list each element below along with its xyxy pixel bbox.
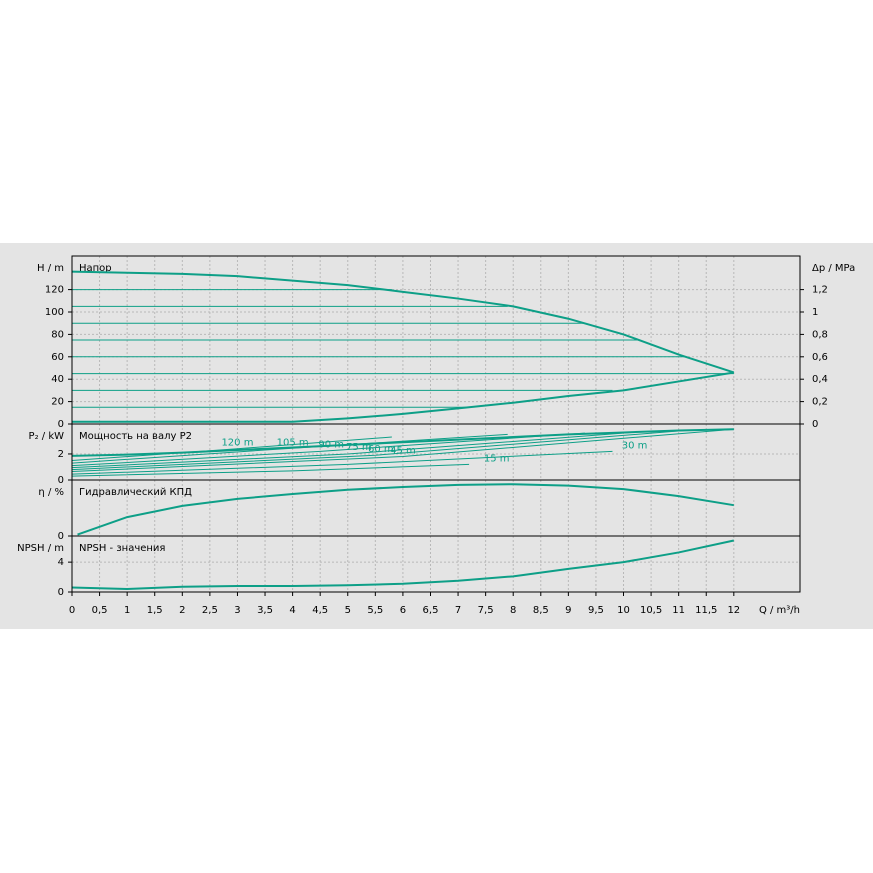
curve-label: 15 m — [484, 453, 510, 464]
y-tick-label: 40 — [51, 374, 64, 385]
x-tick-label: 5 — [345, 605, 351, 616]
y-tick-label: 2 — [58, 449, 64, 460]
y-axis-label: H / m — [37, 263, 64, 274]
x-tick-label: 6 — [400, 605, 406, 616]
y-axis-label: NPSH / m — [17, 543, 64, 554]
chart-background — [0, 243, 873, 629]
curve — [71, 436, 392, 461]
x-tick-label: 2,5 — [202, 605, 218, 616]
x-tick-label: 7 — [455, 605, 461, 616]
x-tick-label: 10,5 — [640, 605, 662, 616]
panel-title: NPSH - значения — [79, 543, 165, 554]
curve — [71, 270, 735, 374]
curve-label: 90 m — [318, 440, 344, 451]
y2-axis-label: Δp / MPa — [812, 263, 855, 274]
y-tick-label: 120 — [45, 285, 64, 296]
curve — [71, 430, 685, 471]
y2-tick-label: 1,2 — [812, 285, 828, 296]
curve — [71, 431, 641, 469]
curve — [71, 428, 734, 473]
curve-label: 75 m — [346, 442, 372, 453]
curve-label: 45 m — [390, 446, 416, 457]
curve — [71, 433, 508, 464]
panel-title: Гидравлический КПД — [79, 487, 192, 498]
y-tick-label: 100 — [45, 307, 64, 318]
panel-border — [71, 535, 801, 593]
x-tick-label: 5,5 — [367, 605, 383, 616]
x-tick-label: 11 — [672, 605, 685, 616]
curve — [71, 432, 585, 467]
x-tick-label: 10 — [617, 605, 630, 616]
curve-label: 105 m — [277, 437, 309, 448]
y-tick-label: 4 — [58, 557, 64, 568]
curve-label: 60 m — [368, 444, 394, 455]
x-tick-label: 9,5 — [588, 605, 604, 616]
x-tick-label: 11,5 — [695, 605, 717, 616]
y-axis-label: P₂ / kW — [29, 431, 65, 442]
x-tick-label: 1,5 — [147, 605, 163, 616]
x-tick-label: 9 — [565, 605, 571, 616]
x-tick-label: 0 — [69, 605, 75, 616]
y-tick-label: 0 — [58, 587, 64, 598]
panel-title: Напор — [79, 263, 112, 274]
curve-label: 120 m — [221, 438, 253, 449]
curve — [71, 539, 735, 591]
curve — [77, 483, 734, 536]
x-axis-label: Q / m³/h — [759, 605, 800, 616]
x-tick-label: 12 — [727, 605, 740, 616]
x-tick-label: 3 — [234, 605, 240, 616]
x-tick-label: 4,5 — [312, 605, 328, 616]
curve — [71, 450, 613, 475]
y-tick-label: 0 — [58, 531, 64, 542]
x-tick-label: 8 — [510, 605, 516, 616]
x-tick-label: 6,5 — [423, 605, 439, 616]
y2-tick-label: 0,2 — [812, 397, 828, 408]
y2-tick-label: 0,4 — [812, 374, 828, 385]
panel-title: Мощность на валу P2 — [79, 431, 192, 442]
curve — [72, 371, 734, 423]
curve — [71, 463, 470, 477]
y-tick-label: 0 — [58, 419, 64, 430]
y2-tick-label: 0 — [812, 419, 818, 430]
y-axis-label: η / % — [38, 487, 64, 498]
curve-label: 30 m — [622, 440, 648, 451]
y-tick-label: 60 — [51, 352, 64, 363]
x-tick-label: 8,5 — [533, 605, 549, 616]
y2-tick-label: 0,6 — [812, 352, 828, 363]
y2-tick-label: 0,8 — [812, 329, 828, 340]
x-tick-label: 3,5 — [257, 605, 273, 616]
y-tick-label: 0 — [58, 475, 64, 486]
x-tick-label: 7,5 — [478, 605, 494, 616]
y-tick-label: 20 — [51, 397, 64, 408]
x-tick-label: 4 — [289, 605, 295, 616]
x-tick-label: 0,5 — [92, 605, 108, 616]
x-tick-label: 1 — [124, 605, 130, 616]
y2-tick-label: 1 — [812, 307, 818, 318]
x-tick-label: 2 — [179, 605, 185, 616]
y-tick-label: 80 — [51, 329, 64, 340]
